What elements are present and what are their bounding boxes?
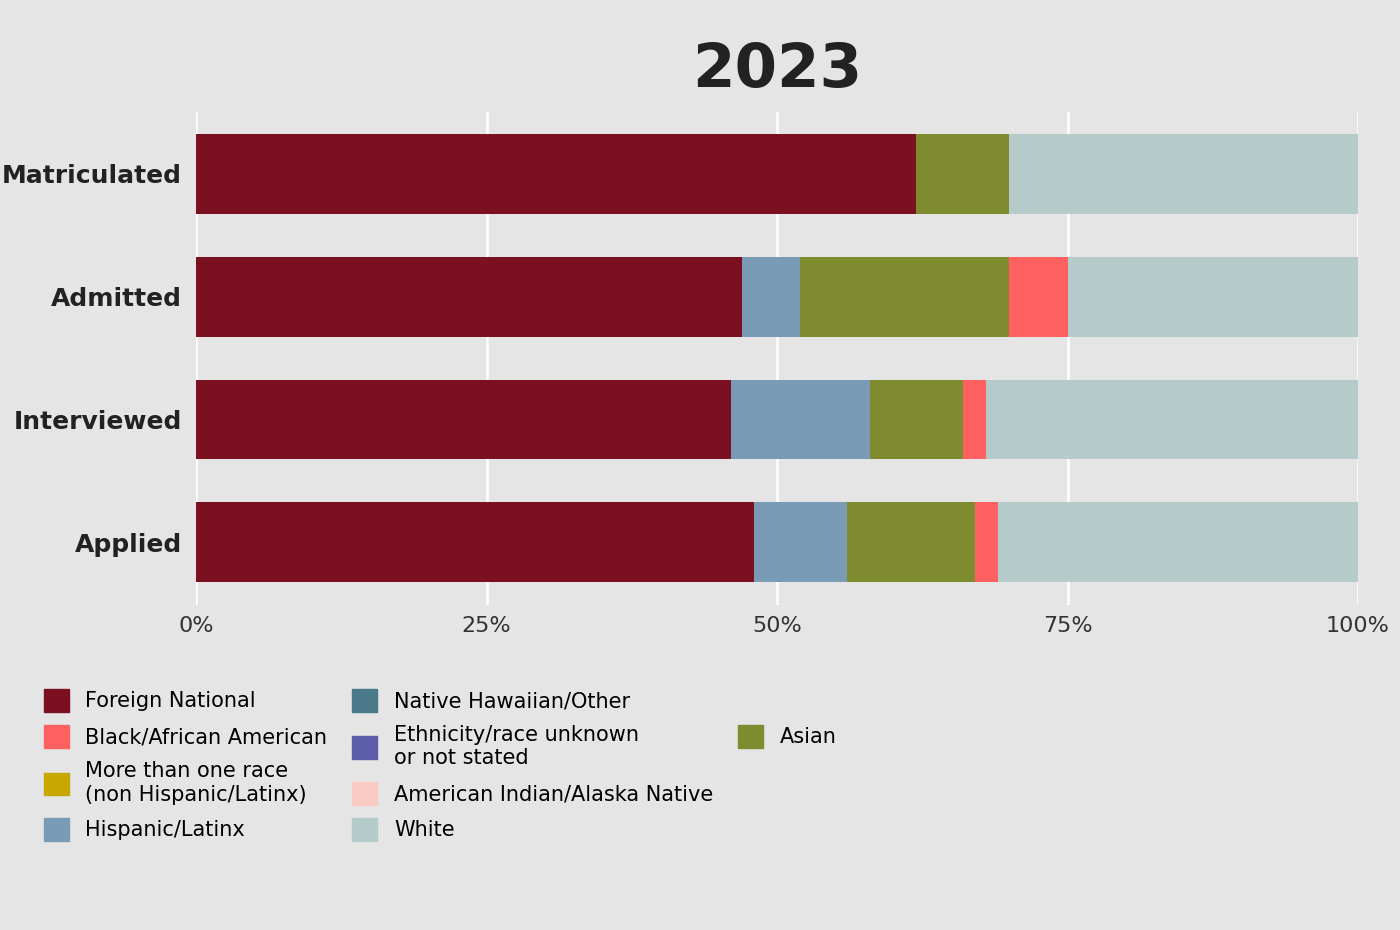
Bar [847,502,974,582]
Bar [917,134,1009,214]
Bar [974,502,998,582]
Bar [196,257,742,337]
Bar [1009,134,1358,214]
Bar [1068,257,1358,337]
Bar [196,502,753,582]
Bar [869,379,963,459]
Bar [731,379,869,459]
Legend: Foreign National, Black/African American, More than one race
(non Hispanic/Latin: Foreign National, Black/African American… [43,689,837,841]
Title: 2023: 2023 [692,41,862,100]
Bar [1009,257,1067,337]
Bar [998,502,1358,582]
Bar [801,257,1009,337]
Bar [963,379,986,459]
Bar [753,502,847,582]
Bar [742,257,801,337]
Bar [986,379,1358,459]
Bar [196,379,731,459]
Bar [196,134,917,214]
